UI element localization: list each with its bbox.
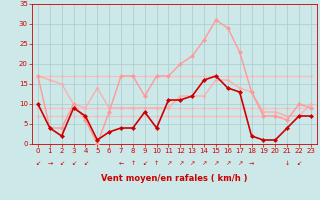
X-axis label: Vent moyen/en rafales ( km/h ): Vent moyen/en rafales ( km/h )	[101, 174, 248, 183]
